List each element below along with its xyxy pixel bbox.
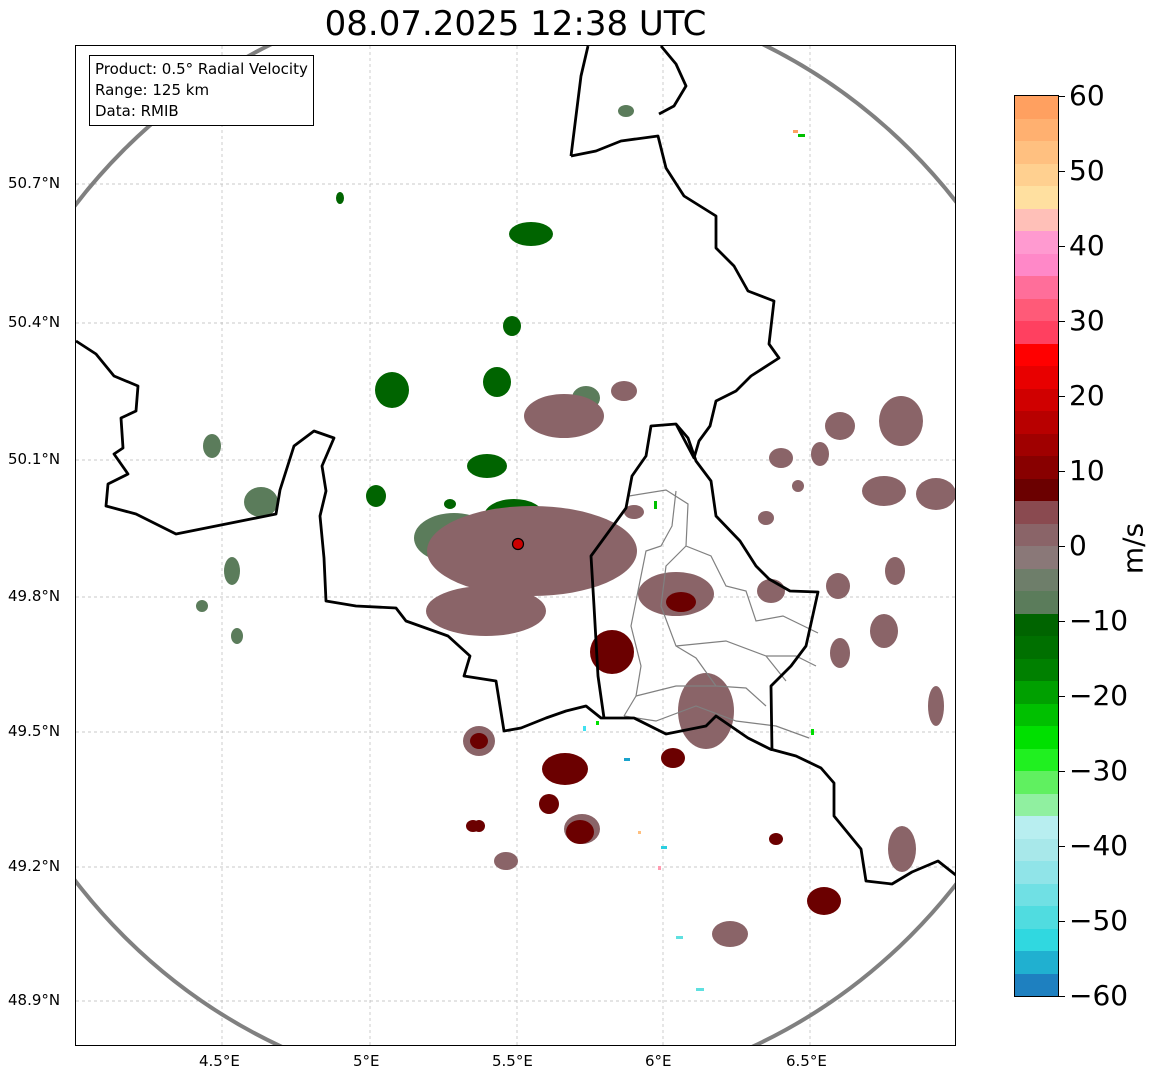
colorbar-segment	[1015, 748, 1058, 772]
colorbar-tick-label: 40	[1069, 229, 1105, 262]
colorbar-tick-label: 60	[1069, 79, 1105, 112]
y-tick-label: 49.5°N	[8, 722, 61, 740]
colorbar-tick-label: 20	[1069, 379, 1105, 412]
y-tick-label: 49.2°N	[8, 857, 61, 875]
x-tick-label: 6.5°E	[786, 1052, 827, 1070]
colorbar-segment	[1015, 141, 1058, 165]
echo-approaching	[336, 106, 627, 533]
colorbar-tick-mark	[1059, 696, 1065, 697]
colorbar-segment	[1015, 433, 1058, 457]
colorbar-tick-mark	[1059, 171, 1065, 172]
y-tick-label: 49.8°N	[8, 587, 61, 605]
radar-site-marker	[511, 537, 525, 551]
y-tick-label: 50.7°N	[8, 174, 61, 192]
colorbar-segment	[1015, 478, 1058, 502]
map-title: 08.07.2025 12:38 UTC	[324, 4, 707, 44]
colorbar	[1014, 95, 1059, 997]
colorbar-segment	[1015, 928, 1058, 952]
colorbar-tick-mark	[1059, 771, 1065, 772]
colorbar-segment	[1015, 658, 1058, 682]
colorbar-segment	[1015, 861, 1058, 885]
colorbar-segment	[1015, 838, 1058, 862]
colorbar-segment	[1015, 276, 1058, 300]
colorbar-tick-mark	[1059, 321, 1065, 322]
info-range: Range: 125 km	[95, 81, 210, 99]
colorbar-segment	[1015, 343, 1058, 367]
colorbar-tick-label: −50	[1069, 904, 1129, 937]
colorbar-tick-label: 0	[1069, 529, 1087, 562]
colorbar-tick-mark	[1059, 396, 1065, 397]
colorbar-segment	[1015, 906, 1058, 930]
colorbar-segment	[1015, 388, 1058, 412]
colorbar-segment	[1015, 96, 1058, 120]
colorbar-segment	[1015, 771, 1058, 795]
colorbar-segment	[1015, 366, 1058, 390]
national-borders	[76, 46, 955, 886]
x-tick-label: 6°E	[645, 1052, 672, 1070]
colorbar-segment	[1015, 568, 1058, 592]
colorbar-segment	[1015, 118, 1058, 142]
colorbar-tick-mark	[1059, 846, 1065, 847]
info-box: Product: 0.5° Radial Velocity Range: 125…	[89, 55, 314, 126]
x-tick-label: 5.5°E	[492, 1052, 533, 1070]
colorbar-segment	[1015, 546, 1058, 570]
colorbar-segment	[1015, 951, 1058, 975]
colorbar-segment	[1015, 636, 1058, 660]
colorbar-segment	[1015, 411, 1058, 435]
y-tick-label: 48.9°N	[8, 991, 61, 1009]
colorbar-tick-mark	[1059, 246, 1065, 247]
colorbar-segment	[1015, 456, 1058, 480]
colorbar-segment	[1015, 523, 1058, 547]
radar-map-panel[interactable]: Product: 0.5° Radial Velocity Range: 125…	[75, 45, 956, 1046]
colorbar-segment	[1015, 613, 1058, 637]
colorbar-segment	[1015, 816, 1058, 840]
colorbar-tick-mark	[1059, 921, 1065, 922]
colorbar-segment	[1015, 163, 1058, 187]
colorbar-segment	[1015, 591, 1058, 615]
colorbar-tick-mark	[1059, 996, 1065, 997]
colorbar-tick-label: −40	[1069, 829, 1129, 862]
colorbar-segment	[1015, 726, 1058, 750]
colorbar-segment	[1015, 501, 1058, 525]
colorbar-tick-mark	[1059, 621, 1065, 622]
colorbar-tick-label: −20	[1069, 679, 1129, 712]
colorbar-segment	[1015, 703, 1058, 727]
colorbar-segment	[1015, 681, 1058, 705]
echo-receding	[466, 592, 841, 915]
y-tick-label: 50.1°N	[8, 450, 61, 468]
colorbar-tick-mark	[1059, 96, 1065, 97]
colorbar-segment	[1015, 883, 1058, 907]
colorbar-segment	[1015, 298, 1058, 322]
colorbar-segment	[1015, 793, 1058, 817]
colorbar-tick-label: 30	[1069, 304, 1105, 337]
radar-map-svg[interactable]	[76, 46, 956, 1046]
colorbar-tick-label: −30	[1069, 754, 1129, 787]
echo-bright-speckles	[583, 130, 814, 991]
colorbar-segment	[1015, 253, 1058, 277]
colorbar-tick-label: 10	[1069, 454, 1105, 487]
colorbar-tick-label: −10	[1069, 604, 1129, 637]
colorbar-label: m/s	[1116, 522, 1150, 575]
x-tick-label: 5°E	[353, 1052, 380, 1070]
colorbar-tick-label: −60	[1069, 979, 1129, 1012]
colorbar-segment	[1015, 186, 1058, 210]
info-product: Product: 0.5° Radial Velocity	[95, 60, 308, 78]
regional-borders	[623, 489, 819, 739]
colorbar-segment	[1015, 208, 1058, 232]
info-data-source: Data: RMIB	[95, 102, 179, 120]
x-tick-label: 4.5°E	[199, 1052, 240, 1070]
colorbar-tick-label: 50	[1069, 154, 1105, 187]
y-tick-label: 50.4°N	[8, 313, 61, 331]
colorbar-tick-mark	[1059, 546, 1065, 547]
colorbar-segment	[1015, 973, 1058, 996]
gridlines	[76, 46, 955, 1045]
colorbar-segment	[1015, 231, 1058, 255]
colorbar-segment	[1015, 321, 1058, 345]
colorbar-tick-mark	[1059, 471, 1065, 472]
